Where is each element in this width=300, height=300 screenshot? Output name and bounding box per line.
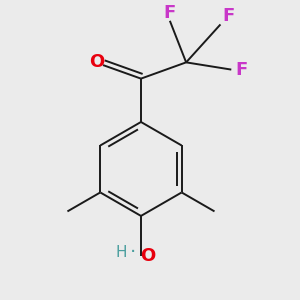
Text: F: F [235, 61, 248, 79]
Text: O: O [89, 53, 104, 71]
Text: H: H [115, 244, 127, 260]
Text: O: O [141, 247, 156, 265]
Text: F: F [223, 7, 235, 25]
Text: F: F [164, 4, 176, 22]
Text: ·: · [130, 244, 136, 262]
